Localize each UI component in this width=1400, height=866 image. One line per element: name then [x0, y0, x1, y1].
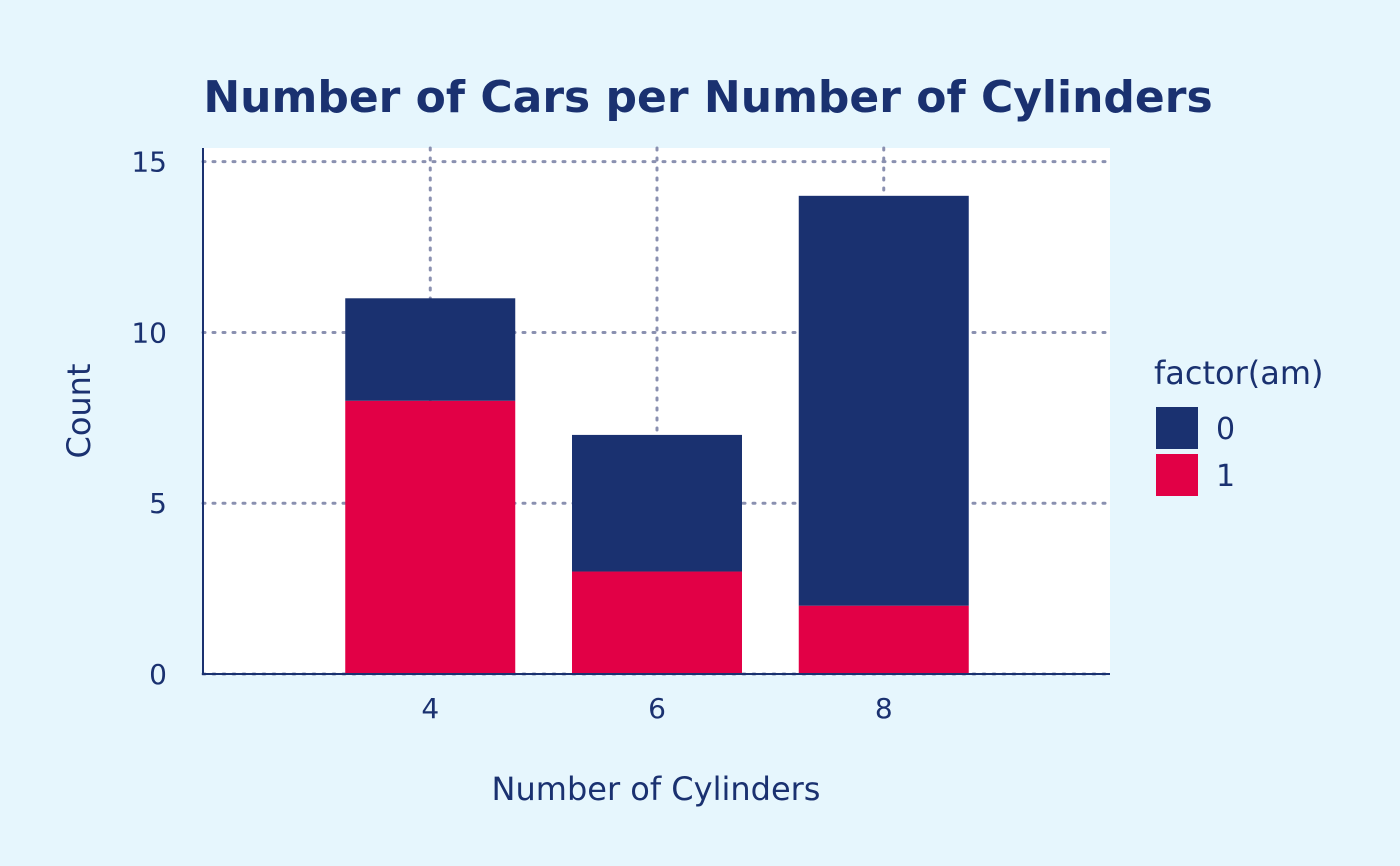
y-tick-label-15: 15	[131, 146, 167, 179]
legend-label-1: 1	[1216, 459, 1235, 494]
x-tick-label-8: 8	[875, 692, 893, 725]
legend-label-0: 0	[1216, 412, 1235, 447]
y-tick-labels: 0 5 10 15	[131, 146, 167, 691]
legend-title: factor(am)	[1154, 354, 1324, 392]
bar-8-series-1	[798, 605, 969, 674]
y-tick-label-0: 0	[149, 658, 167, 691]
x-tick-label-6: 6	[648, 692, 666, 725]
bar-6-series-1	[572, 571, 742, 674]
bar-4-series-0	[345, 298, 516, 401]
chart-title: Number of Cars per Number of Cylinders	[203, 72, 1212, 123]
y-tick-label-10: 10	[131, 316, 167, 349]
bar-8-series-0	[798, 195, 969, 606]
bars	[345, 195, 969, 674]
x-tick-labels: 4 6 8	[421, 692, 892, 725]
bar-4-series-1	[345, 400, 516, 674]
y-axis-title: Count	[60, 363, 98, 458]
legend-key-1	[1156, 454, 1198, 496]
bar-6-series-0	[572, 434, 742, 572]
x-axis-title: Number of Cylinders	[492, 770, 821, 808]
legend-key-0	[1156, 407, 1198, 449]
x-tick-label-4: 4	[421, 692, 439, 725]
legend: factor(am) 0 1	[1154, 354, 1324, 496]
y-tick-label-5: 5	[149, 487, 167, 520]
axes	[202, 148, 1110, 675]
